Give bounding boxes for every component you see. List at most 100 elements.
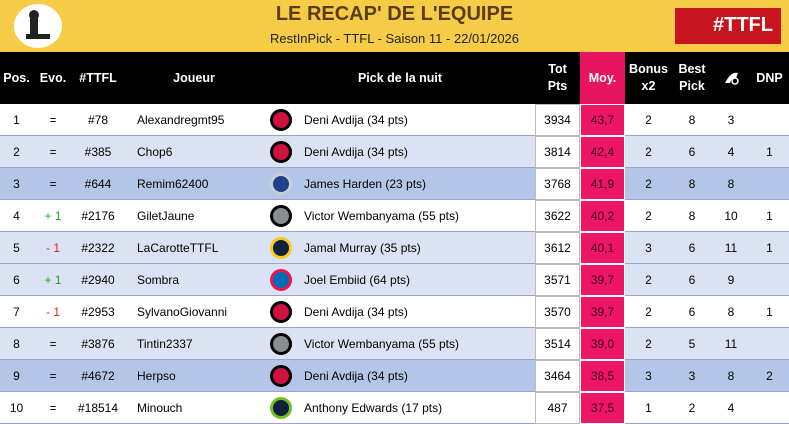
total-points: 3934 bbox=[535, 104, 580, 136]
column-header: Moy. bbox=[580, 52, 625, 104]
table-row bbox=[0, 296, 789, 328]
cell: 8 bbox=[688, 113, 696, 127]
average: 42,4 bbox=[580, 136, 625, 168]
header-text: Tot bbox=[548, 62, 567, 76]
cell: 4 bbox=[727, 401, 735, 415]
cell: 3 bbox=[645, 369, 652, 383]
cell: 1 bbox=[645, 401, 652, 415]
evolution: - 1 bbox=[45, 305, 60, 319]
pick-team-logo bbox=[270, 141, 292, 163]
team-logo bbox=[14, 4, 62, 48]
cell: Remim62400 bbox=[137, 177, 209, 191]
cell: Minouch bbox=[137, 401, 183, 415]
cell: 6 bbox=[13, 273, 20, 287]
cell: 2 bbox=[645, 145, 652, 159]
evolution: = bbox=[49, 337, 57, 351]
column-header: Best Pick bbox=[672, 52, 712, 104]
cell: #18514 bbox=[77, 401, 119, 415]
total-points: 3570 bbox=[535, 296, 580, 328]
column-header: Tot Pts bbox=[535, 52, 580, 104]
evolution: = bbox=[49, 113, 57, 127]
cell: 1 bbox=[766, 241, 773, 255]
cell: 2 bbox=[645, 209, 652, 223]
pick-team-logo bbox=[270, 333, 292, 355]
cell: 8 bbox=[688, 209, 696, 223]
header-text: Best bbox=[678, 62, 706, 76]
cell: 10 bbox=[9, 401, 24, 415]
average: 39,7 bbox=[580, 264, 625, 296]
cell: 6 bbox=[688, 145, 696, 159]
table-row bbox=[0, 264, 789, 296]
table-row bbox=[0, 328, 789, 360]
cell: Victor Wembanyama (55 pts) bbox=[304, 337, 459, 351]
pick-team-logo bbox=[270, 365, 292, 387]
cell: SylvanoGiovanni bbox=[137, 305, 228, 319]
cell bbox=[750, 264, 789, 296]
total-points: 487 bbox=[535, 392, 580, 424]
total-points: 3622 bbox=[535, 200, 580, 232]
column-header: Bonus x2 bbox=[625, 52, 672, 104]
cell: Deni Avdija (34 pts) bbox=[304, 305, 408, 319]
table-row bbox=[0, 392, 789, 424]
cell: 1 bbox=[766, 145, 773, 159]
column-header: DNP bbox=[756, 70, 783, 85]
cell: 8 bbox=[727, 305, 735, 319]
column-header bbox=[712, 52, 750, 104]
cell: #2953 bbox=[81, 305, 115, 319]
header-text: Pts bbox=[547, 79, 568, 93]
pick-team-logo bbox=[270, 301, 292, 323]
evolution: - 1 bbox=[45, 241, 60, 255]
cell: 2 bbox=[645, 305, 652, 319]
cell: 6 bbox=[688, 305, 696, 319]
ttfl-logo: #TTFL bbox=[675, 8, 781, 44]
pick-team-logo bbox=[270, 173, 292, 195]
cell: 5 bbox=[13, 241, 20, 255]
cell: 2 bbox=[645, 273, 652, 287]
cell: GiletJaune bbox=[137, 209, 195, 223]
total-points: 3814 bbox=[535, 136, 580, 168]
cell: 9 bbox=[13, 369, 20, 383]
subtitle: RestInPick - TTFL - Saison 11 - 22/01/20… bbox=[269, 31, 520, 46]
evolution: = bbox=[49, 145, 57, 159]
cell: #2940 bbox=[81, 273, 115, 287]
cell bbox=[750, 104, 789, 136]
evolution: = bbox=[49, 177, 57, 191]
cell: 8 bbox=[13, 337, 20, 351]
average: 40,1 bbox=[580, 232, 625, 264]
average: 43,7 bbox=[580, 104, 625, 136]
cell: 2 bbox=[645, 113, 652, 127]
cell: 10 bbox=[724, 209, 738, 223]
table-row bbox=[0, 360, 789, 392]
evolution: = bbox=[49, 401, 57, 415]
average: 39,7 bbox=[580, 296, 625, 328]
cell: #78 bbox=[87, 113, 109, 127]
cell: 9 bbox=[727, 273, 735, 287]
cell: 3 bbox=[645, 241, 652, 255]
pick-team-logo bbox=[270, 397, 292, 419]
cell bbox=[750, 392, 789, 424]
logo-icon bbox=[26, 10, 50, 39]
cell: 8 bbox=[727, 177, 735, 191]
cell bbox=[750, 328, 789, 360]
cell: 3 bbox=[727, 113, 735, 127]
cell: 3 bbox=[13, 177, 20, 191]
cell: James Harden (23 pts) bbox=[304, 177, 427, 191]
total-points: 3612 bbox=[535, 232, 580, 264]
cell: LaCarotteTTFL bbox=[137, 241, 219, 255]
cell: #4672 bbox=[81, 369, 115, 383]
title: LE RECAP' DE L'EQUIPE bbox=[275, 3, 514, 25]
cell bbox=[750, 168, 789, 200]
cell: 4 bbox=[727, 145, 735, 159]
evolution: = bbox=[49, 369, 57, 383]
cell: 6 bbox=[688, 241, 696, 255]
cell: 6 bbox=[688, 273, 696, 287]
table-row bbox=[0, 232, 789, 264]
total-points: 3571 bbox=[535, 264, 580, 296]
cell: Chop6 bbox=[137, 145, 173, 159]
cell: Alexandregmt95 bbox=[137, 113, 225, 127]
column-header: Joueur bbox=[173, 70, 215, 85]
total-points: 3464 bbox=[535, 360, 580, 392]
cell: #2322 bbox=[81, 241, 115, 255]
evolution: + 1 bbox=[44, 273, 62, 287]
